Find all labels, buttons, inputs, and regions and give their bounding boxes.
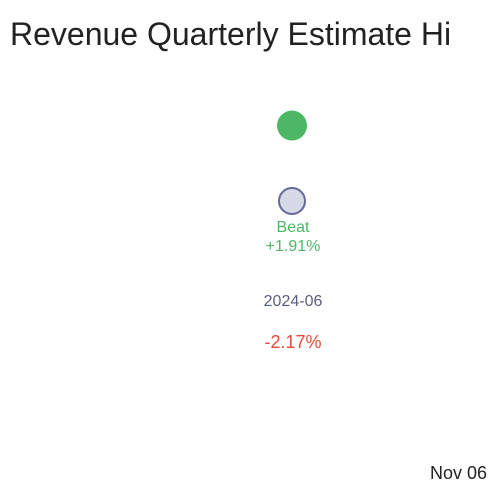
period-label: 2024-06	[264, 293, 323, 310]
estimate-point	[278, 187, 306, 215]
change-label: -2.17%	[264, 332, 321, 352]
surprise-label: +1.91%	[266, 238, 321, 255]
actual-point	[277, 110, 307, 141]
result-label: Beat	[277, 219, 310, 236]
footer-date: Nov 06	[430, 463, 488, 483]
chart-title: Revenue Quarterly Estimate Hi	[10, 16, 452, 52]
